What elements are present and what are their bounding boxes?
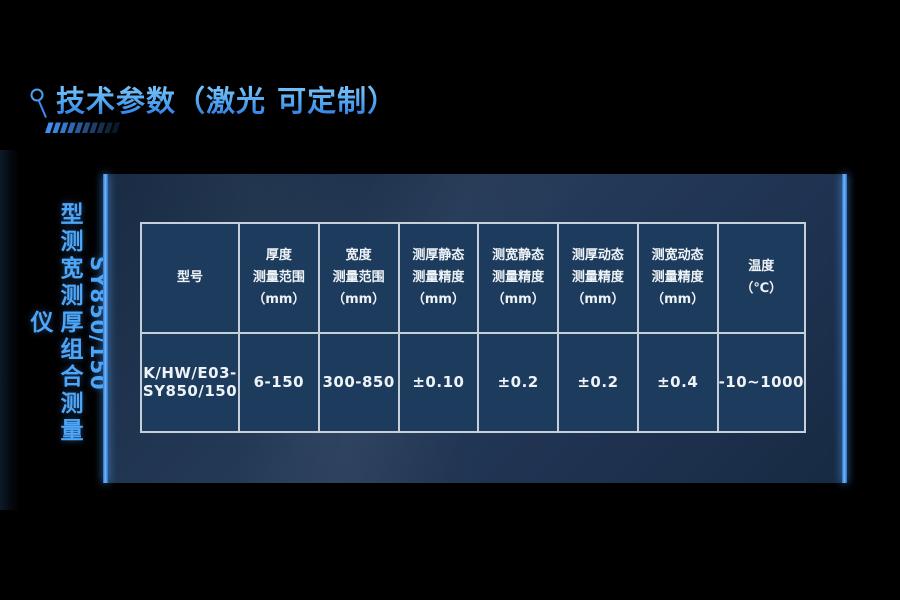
header-cell-thickness-dynamic-accuracy: 测厚动态 测量精度 （mm） — [559, 224, 637, 332]
header-cell-thickness-range: 厚度 测量范围 （mm） — [240, 224, 318, 332]
spec-table: 型号 厚度 测量范围 （mm） 宽度 测量范围 （mm） 测厚静态 测量精度 （… — [140, 222, 806, 433]
value-cell-thickness-range: 6-150 — [240, 333, 318, 431]
value-cell-width-range: 300-850 — [319, 333, 398, 431]
value-cell-thickness-static-accuracy: ±0.10 — [399, 333, 478, 431]
value-cell-width-static-accuracy: ±0.2 — [479, 333, 558, 431]
header-cell-thickness-static-accuracy: 测厚静态 测量精度 （mm） — [399, 224, 478, 332]
header-cell-width-dynamic-accuracy: 测宽动态 测量精度 （mm） — [638, 224, 717, 332]
panel-right-edge-line — [842, 174, 847, 483]
value-cell-thickness-dynamic-accuracy: ±0.2 — [559, 333, 637, 431]
spec-panel: 型号 厚度 测量范围 （mm） 宽度 测量范围 （mm） 测厚静态 测量精度 （… — [103, 174, 847, 483]
header-cell-temperature: 温度 （℃） — [718, 224, 804, 332]
title-underline-decoration-icon — [30, 88, 256, 133]
side-label-name: 型测宽测厚组合测量仪 — [26, 201, 82, 445]
header-cell-width-range: 宽度 测量范围 （mm） — [319, 224, 398, 332]
page-title: 技术参数（激光 可定制） — [56, 78, 397, 120]
value-cell-width-dynamic-accuracy: ±0.4 — [638, 333, 717, 431]
value-cell-model: K/HW/E03- SY850/150 — [142, 333, 238, 431]
value-cell-temperature: -10~1000 — [718, 333, 804, 431]
page-title-text: 技术参数（激光 可定制） — [56, 84, 398, 118]
header-cell-width-static-accuracy: 测宽静态 测量精度 （mm） — [479, 224, 558, 332]
header-cell-model: 型号 — [142, 224, 238, 332]
panel-left-edge-line — [103, 174, 108, 483]
left-edge-glow — [0, 150, 20, 510]
